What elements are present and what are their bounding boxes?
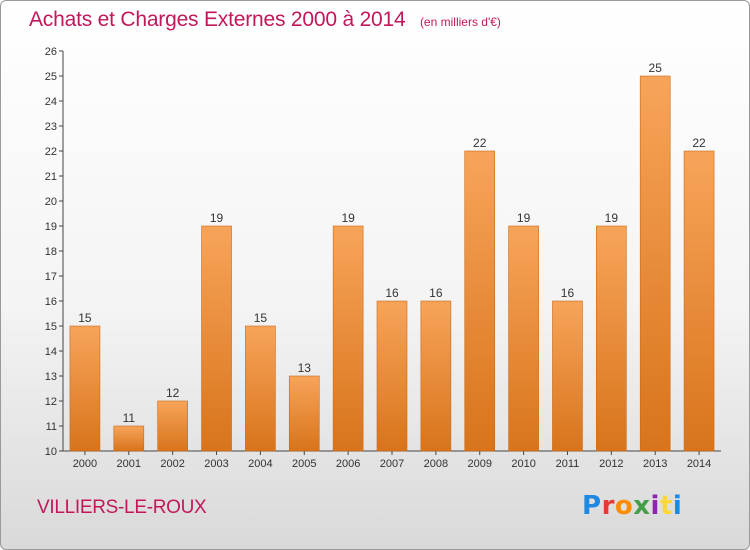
y-tick-label: 19 <box>45 221 57 233</box>
bar-2007 <box>376 300 408 452</box>
x-tick-label: 2008 <box>424 458 448 470</box>
bar-2006 <box>332 225 364 452</box>
bar-value-label: 22 <box>692 136 706 150</box>
x-axis: 2000 2001 2002 2003 2004 2005 2006 2007 2008 2009… <box>63 450 721 470</box>
bar-value-label: 19 <box>517 211 531 225</box>
y-tick-label: 16 <box>45 296 57 308</box>
y-tick-label: 12 <box>45 396 57 408</box>
x-tick-label: 2005 <box>292 458 316 470</box>
bar-2008 <box>420 300 452 452</box>
bar-value-label: 25 <box>649 61 663 75</box>
bar-value-label: 12 <box>166 386 180 400</box>
x-tick-label: 2011 <box>556 458 580 470</box>
y-tick-label: 25 <box>45 71 57 83</box>
bar-value-label: 22 <box>473 136 487 150</box>
y-tick-label: 21 <box>45 171 57 183</box>
y-tick-label: 22 <box>45 146 57 158</box>
logo-letter: r <box>601 491 615 521</box>
x-tick-label: 2007 <box>380 458 404 470</box>
bar-value-label: 13 <box>298 361 312 375</box>
y-axis: 10 11 12 13 14 15 16 17 18 19 20 21 22 23 24 25 26 <box>45 46 64 458</box>
y-tick-label: 10 <box>45 446 57 458</box>
y-tick-label: 18 <box>45 246 57 258</box>
bar-2013 <box>639 75 671 452</box>
x-tick-label: 2012 <box>599 458 623 470</box>
x-tick-label: 2002 <box>160 458 184 470</box>
bar-value-label: 19 <box>210 211 224 225</box>
bar-2003 <box>201 225 232 452</box>
bar-value-label: 16 <box>429 286 443 300</box>
y-tick-label: 20 <box>45 196 57 208</box>
logo-letter: i <box>650 491 660 521</box>
bar-2011 <box>552 300 583 452</box>
x-tick-label: 2003 <box>204 458 228 470</box>
proxiti-logo: Proxiti <box>582 491 682 521</box>
x-tick-label: 2001 <box>117 458 141 470</box>
bar-value-label: 19 <box>605 211 619 225</box>
bar-2014 <box>683 150 715 452</box>
logo-letter: i <box>672 491 683 521</box>
bars: 15 11 12 19 15 13 19 16 16 22 19 16 19 25 22 <box>69 61 715 452</box>
place-name: VILLIERS-LE-ROUX <box>37 497 207 518</box>
x-tick-label: 2009 <box>467 458 491 470</box>
bar-2002 <box>157 400 188 452</box>
y-tick-label: 26 <box>45 46 57 58</box>
x-tick-label: 2004 <box>248 458 272 470</box>
bar-2009 <box>464 150 496 452</box>
bar-value-label: 15 <box>254 311 268 325</box>
bar-value-label: 16 <box>561 286 575 300</box>
logo-letter: x <box>633 491 651 521</box>
y-tick-label: 14 <box>45 346 57 358</box>
y-tick-label: 13 <box>45 371 57 383</box>
x-tick-label: 2010 <box>511 458 535 470</box>
x-tick-label: 2006 <box>336 458 360 470</box>
bar-2005 <box>288 375 320 452</box>
logo-letter: t <box>659 491 673 521</box>
bar-2001 <box>113 425 145 452</box>
logo-letter: P <box>582 491 602 521</box>
chart-subtitle: (en milliers d'€) <box>419 15 501 29</box>
bar-value-label: 11 <box>123 411 136 425</box>
bar-2000 <box>69 325 101 452</box>
x-tick-label: 2014 <box>687 458 711 470</box>
bar-2004 <box>245 325 276 452</box>
x-tick-label: 2000 <box>73 458 97 470</box>
bar-value-label: 19 <box>341 211 355 225</box>
y-tick-label: 15 <box>45 321 57 333</box>
bar-2012 <box>596 225 627 452</box>
bar-value-label: 16 <box>385 286 399 300</box>
bar-2010 <box>508 225 539 452</box>
y-tick-label: 11 <box>46 421 57 433</box>
bar-value-label: 15 <box>78 311 92 325</box>
y-tick-label: 23 <box>45 121 57 133</box>
x-tick-label: 2013 <box>643 458 667 470</box>
logo-letter: o <box>614 491 634 521</box>
y-tick-label: 24 <box>45 96 57 108</box>
chart-title: Achats et Charges Externes 2000 à 2014 <box>29 8 406 31</box>
title-row: Achats et Charges Externes 2000 à 2014 (… <box>29 8 501 32</box>
y-tick-label: 17 <box>45 271 57 283</box>
